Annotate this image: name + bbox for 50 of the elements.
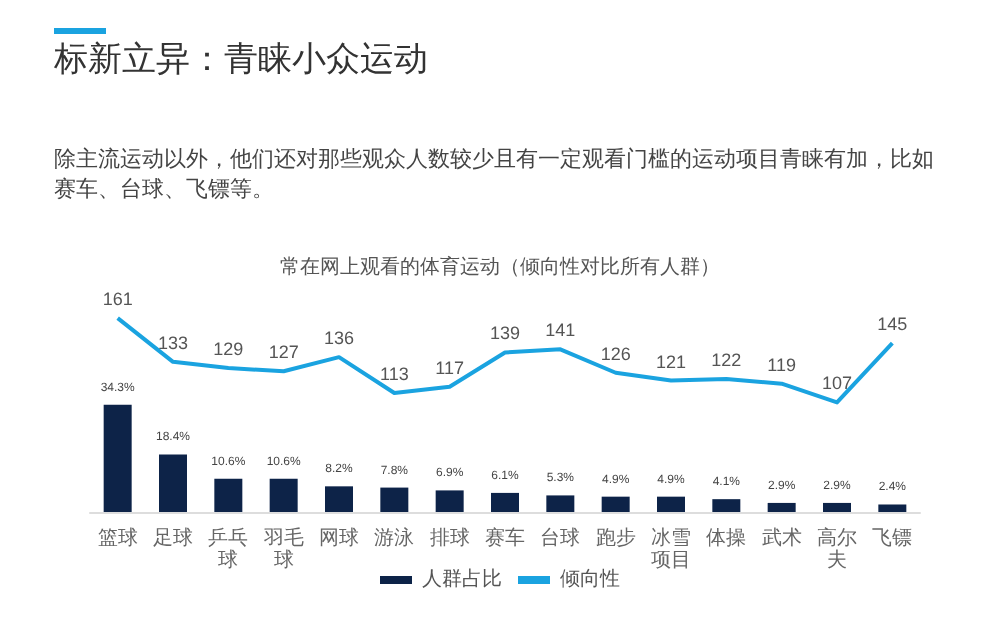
bar xyxy=(878,504,907,512)
data-label: 122 xyxy=(711,350,742,370)
data-label: 141 xyxy=(545,320,576,341)
x-tick-label: 赛车 xyxy=(485,526,525,550)
x-tick-label: 体操 xyxy=(706,526,747,550)
data-label: 107 xyxy=(821,373,853,394)
x-tick-label: 高尔夫 xyxy=(817,526,857,572)
x-tick-label: 游泳 xyxy=(374,526,415,550)
x-tick-label: 羽毛球 xyxy=(263,526,304,572)
x-tick-label: 足球 xyxy=(153,526,193,550)
bar xyxy=(601,496,630,512)
data-label: 136 xyxy=(323,328,355,349)
legend-label: 倾向性 xyxy=(560,567,620,591)
x-tick-label: 篮球 xyxy=(97,526,138,550)
data-label: 127 xyxy=(268,342,299,363)
chart-title: 标新立异：青睐小众运动 xyxy=(54,38,428,82)
x-tick-label: 台球 xyxy=(540,526,581,550)
bar xyxy=(380,487,409,512)
x-tick-label: 飞镖 xyxy=(872,528,913,550)
bar xyxy=(159,454,187,512)
data-label: 126 xyxy=(600,343,631,364)
chart-subtitle: 除主流运动以外，他们还对那些观众人数较少且有一定观看门槛的运动项目青睐有加，比如赛车、台球、飞镖等。 xyxy=(54,144,936,204)
x-tick-label: 排球 xyxy=(429,526,470,550)
data-label: 161 xyxy=(102,289,133,310)
data-label: 117 xyxy=(435,357,465,378)
bar xyxy=(491,492,519,512)
data-label: 133 xyxy=(157,332,189,353)
bar xyxy=(823,502,851,512)
bar xyxy=(103,404,132,512)
x-tick-label: 冰雪项目 xyxy=(651,526,691,572)
bar xyxy=(712,499,741,512)
data-label: 121 xyxy=(655,351,687,372)
legend-label: 人群占比 xyxy=(422,567,502,591)
bar xyxy=(546,495,575,512)
data-label: 145 xyxy=(877,314,908,335)
data-label: 113 xyxy=(379,364,409,385)
bar xyxy=(214,478,243,512)
x-tick-label: 武术 xyxy=(761,526,802,550)
data-label: 139 xyxy=(489,323,521,344)
bar xyxy=(269,478,298,512)
x-tick-label: 网球 xyxy=(319,526,359,550)
bar xyxy=(435,490,464,512)
x-tick-label: 乒乓球 xyxy=(208,526,249,572)
bar xyxy=(325,486,353,512)
text: 常在网上观看的体育运动（倾向性对比所有人群） xyxy=(280,255,720,279)
x-tick-label: 跑步 xyxy=(595,526,636,550)
data-label: 129 xyxy=(213,339,244,360)
bar xyxy=(657,496,685,512)
bar xyxy=(767,502,796,512)
data-label: 119 xyxy=(767,354,797,375)
